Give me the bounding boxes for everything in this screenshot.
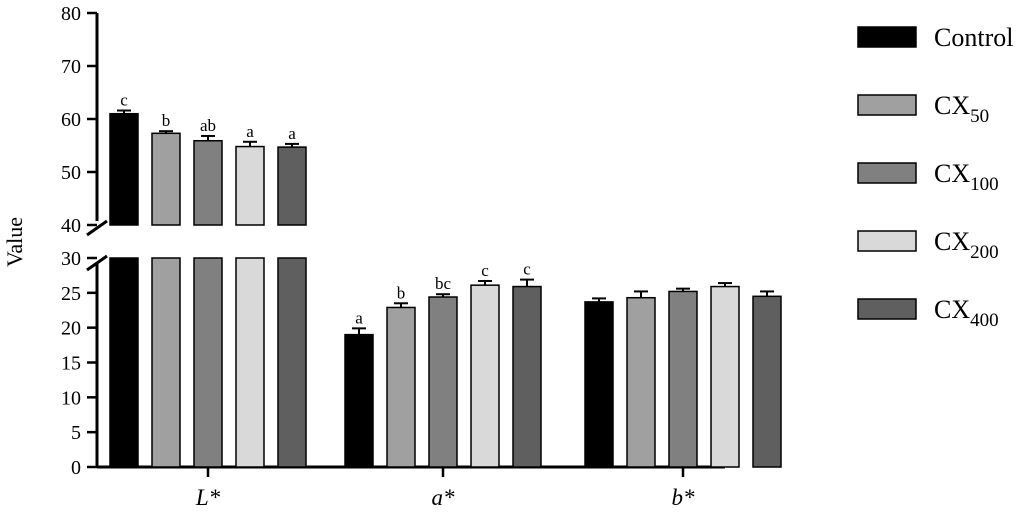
significance-label: c (120, 91, 128, 110)
y-tick-label: 70 (61, 56, 81, 78)
bar (277, 257, 307, 468)
significance-label: a (246, 122, 254, 141)
axis-break-mark (86, 219, 108, 237)
significance-label: c (523, 260, 531, 279)
legend-label: CX50 (934, 91, 989, 127)
x-tick-label: b* (672, 485, 696, 510)
bar (626, 296, 656, 468)
y-tick-label: 50 (61, 162, 81, 184)
bar (235, 257, 265, 468)
y-tick-label: 25 (61, 283, 81, 305)
bars: cb ab a aab bcc c (109, 91, 782, 468)
bar (386, 306, 416, 468)
y-tick-label: 60 (61, 109, 81, 131)
bar (428, 296, 458, 468)
bar (193, 257, 223, 468)
legend-label: CX100 (934, 159, 999, 195)
y-tick-label: 40 (61, 215, 81, 237)
bar (668, 290, 698, 468)
bar-upper-segment (109, 112, 139, 226)
bar-upper-segment (235, 145, 265, 226)
significance-label: bc (435, 274, 452, 293)
bar (109, 257, 139, 468)
legend-label: CX400 (934, 295, 999, 331)
x-tick-label: a* (432, 485, 456, 510)
legend-swatch (857, 230, 917, 252)
bar-upper-segment (277, 146, 307, 226)
y-tick-label: 80 (61, 3, 81, 25)
bar (710, 285, 740, 468)
significance-label: ab (200, 116, 216, 135)
y-tick-label: 10 (61, 387, 81, 409)
bar (344, 333, 374, 468)
legend: Control CX50 CX100 CX200 CX400 (857, 23, 1013, 331)
bar (584, 301, 614, 468)
y-tick-label: 15 (61, 353, 81, 375)
y-tick-label: 20 (61, 318, 81, 340)
bar (752, 295, 782, 468)
legend-swatch (857, 298, 917, 320)
bar-upper-segment (151, 132, 181, 226)
y-tick-label: 30 (61, 248, 81, 270)
bar (512, 285, 542, 468)
significance-label: b (397, 283, 406, 302)
significance-label: a (355, 308, 363, 327)
y-axis-title: Value (2, 217, 27, 267)
legend-swatch (857, 162, 917, 184)
y-tick-label: 5 (71, 422, 81, 444)
legend-swatch (857, 26, 917, 48)
significance-label: a (288, 124, 296, 143)
y-tick-label: 0 (71, 457, 81, 479)
bar (151, 257, 181, 468)
legend-label: CX200 (934, 227, 999, 263)
x-tick-label: L* (195, 485, 221, 510)
bar-upper-segment (193, 139, 223, 226)
bar (470, 284, 500, 468)
significance-label: b (162, 111, 171, 130)
significance-label: c (481, 261, 489, 280)
legend-label: Control (934, 23, 1013, 52)
axis-break-mark (86, 254, 108, 272)
legend-swatch (857, 94, 917, 116)
